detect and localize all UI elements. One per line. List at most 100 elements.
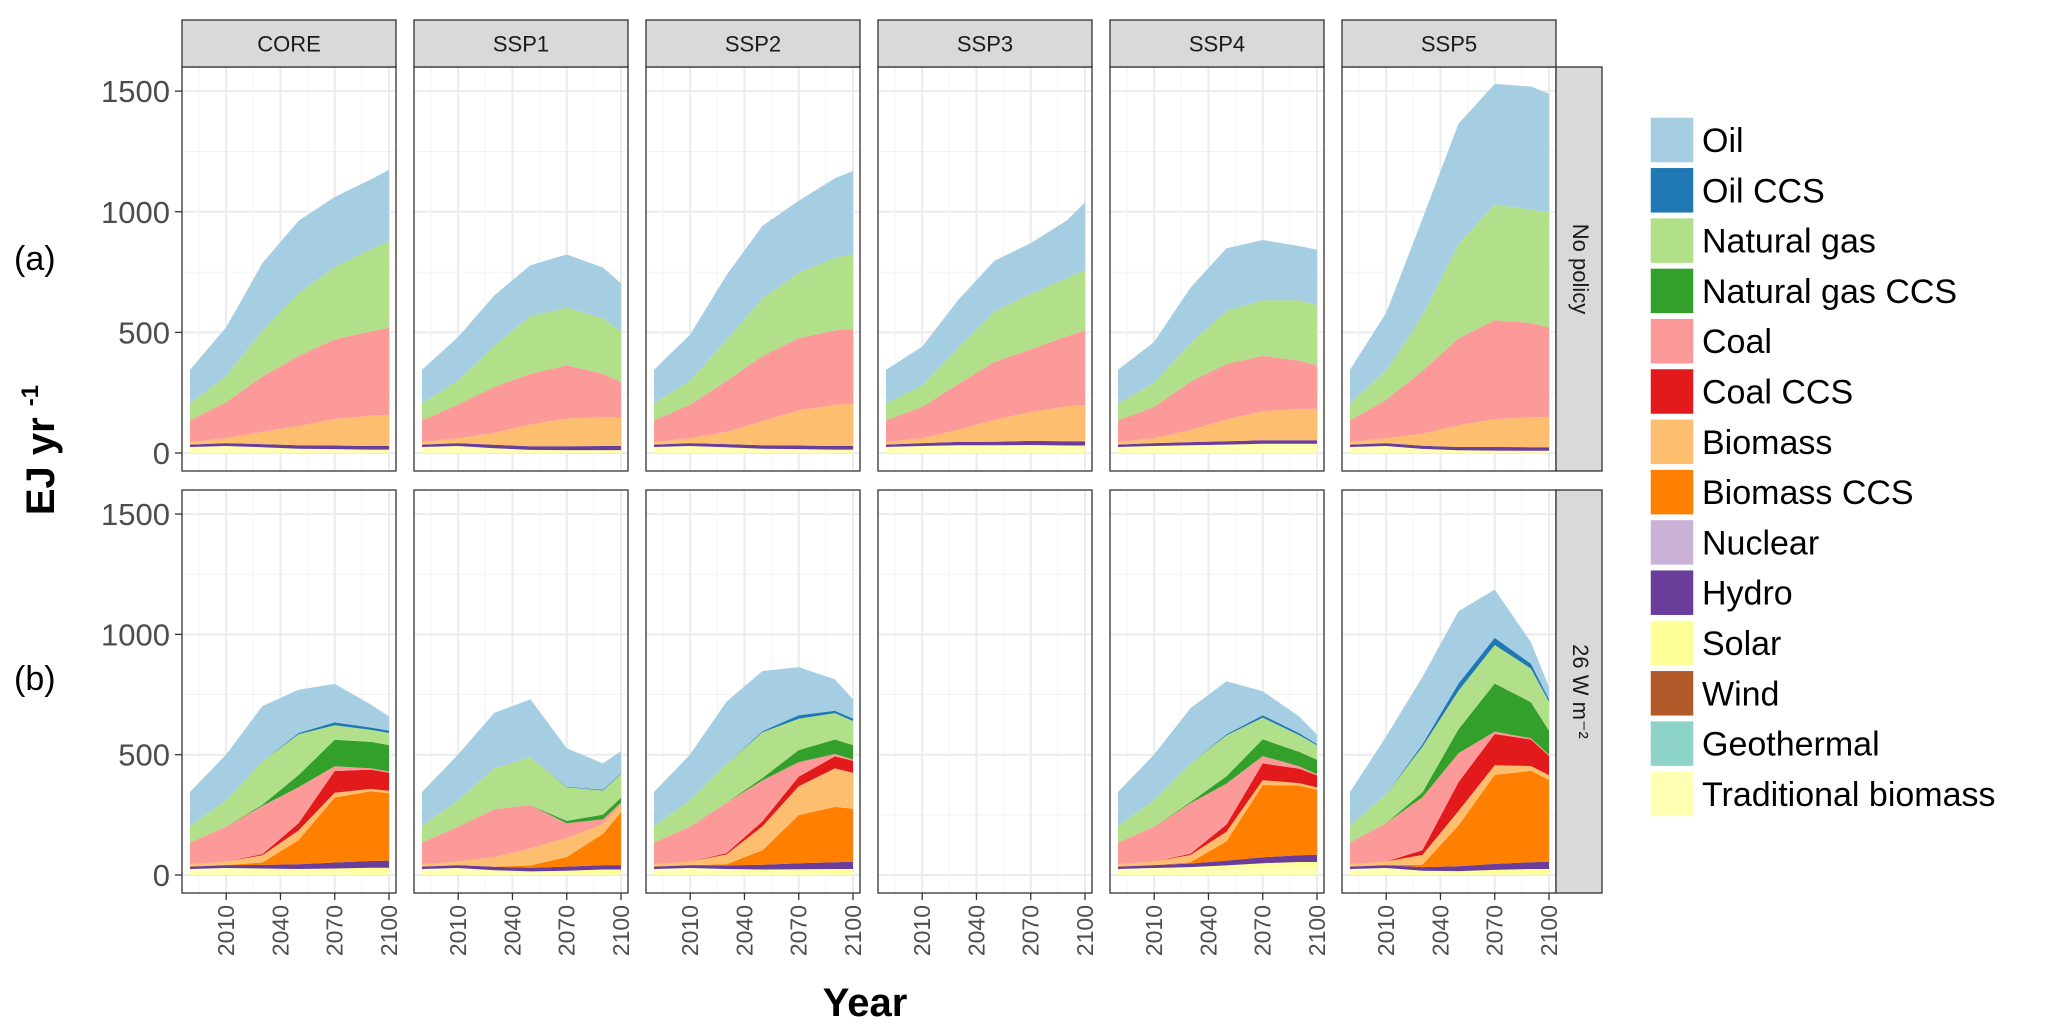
- panel-core-row-1: [182, 67, 396, 471]
- area-traditional-biomass: [654, 868, 853, 875]
- y-axis-title-exponent: -1: [17, 385, 44, 406]
- legend-label: Natural gas CCS: [1702, 273, 1957, 311]
- area-biomass: [1350, 417, 1549, 448]
- strip-label: No policy: [1568, 224, 1593, 314]
- area-hydro: [422, 865, 621, 872]
- area-natural-gas: [654, 713, 853, 843]
- x-tick-label: 2100: [608, 905, 634, 956]
- x-tick-label: 2010: [1141, 905, 1167, 956]
- area-oil: [1118, 681, 1317, 826]
- area-biomass: [886, 405, 1085, 445]
- area-oil: [190, 169, 389, 404]
- area-traditional-biomass: [1350, 446, 1549, 453]
- x-tick-label: 2070: [322, 905, 348, 956]
- row-tag-a: (a): [14, 240, 56, 278]
- x-tick-label: 2010: [445, 905, 471, 956]
- legend-item-biomass-ccs: Biomass CCS: [1649, 468, 1914, 516]
- strip-row-1: No policy: [1555, 66, 1603, 472]
- x-tick-label: 2070: [1250, 905, 1276, 956]
- strip-label: SSP5: [1421, 32, 1477, 57]
- area-natural-gas: [654, 254, 853, 421]
- area-hydro: [190, 860, 389, 869]
- panel-ssp2-row-1: [646, 67, 860, 471]
- area-oil: [422, 699, 621, 826]
- panel-border: [413, 489, 629, 894]
- area-natural-gas: [190, 725, 389, 843]
- legend-item-solar: Solar: [1649, 619, 1781, 667]
- legend-key: [1649, 770, 1695, 818]
- area-solar: [422, 446, 621, 452]
- area-hydro: [190, 443, 389, 450]
- panel-ssp3-row-2: [878, 490, 1092, 893]
- area-natural-gas: [422, 307, 621, 421]
- panel-border: [645, 489, 861, 894]
- strip-background: [645, 19, 861, 68]
- y-tick-label: 0: [153, 858, 170, 893]
- area-natural-gas: [886, 269, 1085, 421]
- panel-border: [1109, 489, 1325, 894]
- strip-row-2: 26 W m⁻²: [1555, 489, 1603, 894]
- strip-background: [1555, 489, 1603, 894]
- legend-label: Wind: [1702, 675, 1779, 713]
- area-biomass: [654, 768, 853, 867]
- strip-label: SSP2: [725, 32, 781, 57]
- strip-ssp2: SSP2: [645, 19, 861, 68]
- area-coal: [422, 802, 621, 865]
- area-biomass: [422, 417, 621, 447]
- legend-item-nuclear: Nuclear: [1649, 518, 1819, 567]
- legend-key: [1649, 317, 1695, 365]
- x-tick-label: 2040: [499, 905, 525, 956]
- area-traditional-biomass: [1118, 866, 1317, 875]
- area-hydro: [886, 440, 1085, 447]
- x-tick-label: 2070: [1018, 905, 1044, 956]
- panel-ssp2-row-2: [646, 490, 860, 893]
- facet-strips: CORE SSP1 SSP2 SSP3 SSP4 SSP5 No policy 26 W m⁻…: [181, 19, 1603, 894]
- legend-key: [1649, 367, 1695, 416]
- x-tick-label: 2070: [786, 905, 812, 956]
- legend-item-natural-gas-ccs: Natural gas CCS: [1649, 267, 1957, 315]
- strip-label: 26 W m⁻²: [1568, 644, 1593, 739]
- x-tick-label: 2100: [376, 905, 402, 956]
- area-biomass-ccs: [422, 812, 621, 868]
- legend-label: Biomass CCS: [1702, 474, 1914, 512]
- legend-item-natural-gas: Natural gas: [1649, 216, 1876, 265]
- area-coal: [886, 330, 1085, 443]
- area-biomass-ccs: [1350, 770, 1549, 868]
- area-coal-ccs: [654, 756, 853, 865]
- area-biomass: [1118, 408, 1317, 445]
- legend-item-oil-ccs: Oil CCS: [1649, 166, 1825, 215]
- area-oil: [1350, 83, 1549, 404]
- legend-label: Coal: [1702, 323, 1772, 361]
- panel-background: [878, 490, 1092, 893]
- area-biomass-ccs: [190, 791, 389, 867]
- legend: Oil Oil CCS Natural gas Natural gas CCS Coal…: [1649, 116, 1996, 818]
- panel-border: [181, 489, 397, 894]
- strip-ssp5: SSP5: [1341, 19, 1557, 68]
- area-solar: [422, 868, 621, 874]
- area-solar: [190, 867, 389, 873]
- y-tick-label: 1500: [101, 497, 170, 532]
- x-tick-label: 2070: [1482, 905, 1508, 956]
- area-hydro: [1350, 443, 1549, 451]
- strip-core: CORE: [181, 19, 397, 68]
- area-biomass-ccs: [654, 806, 853, 867]
- panel-ssp1-row-2: [414, 490, 628, 893]
- area-coal: [190, 327, 389, 443]
- area-biomass: [190, 414, 389, 446]
- area-traditional-biomass: [422, 446, 621, 453]
- area-solar: [654, 446, 853, 451]
- y-tick-label: 1000: [101, 195, 170, 230]
- area-solar: [886, 445, 1085, 447]
- panel-core-row-2: [182, 490, 396, 893]
- area-solar: [654, 868, 853, 873]
- area-traditional-biomass: [422, 868, 621, 875]
- strip-label: SSP1: [493, 32, 549, 57]
- panel-ssp4-row-1: [1110, 67, 1324, 471]
- legend-label: Coal CCS: [1702, 374, 1853, 412]
- x-tick-label: 2010: [909, 905, 935, 956]
- x-tick-label: 2040: [267, 905, 293, 956]
- area-natural-gas: [1350, 645, 1549, 843]
- area-hydro: [654, 861, 853, 870]
- legend-item-wind: Wind: [1649, 669, 1779, 718]
